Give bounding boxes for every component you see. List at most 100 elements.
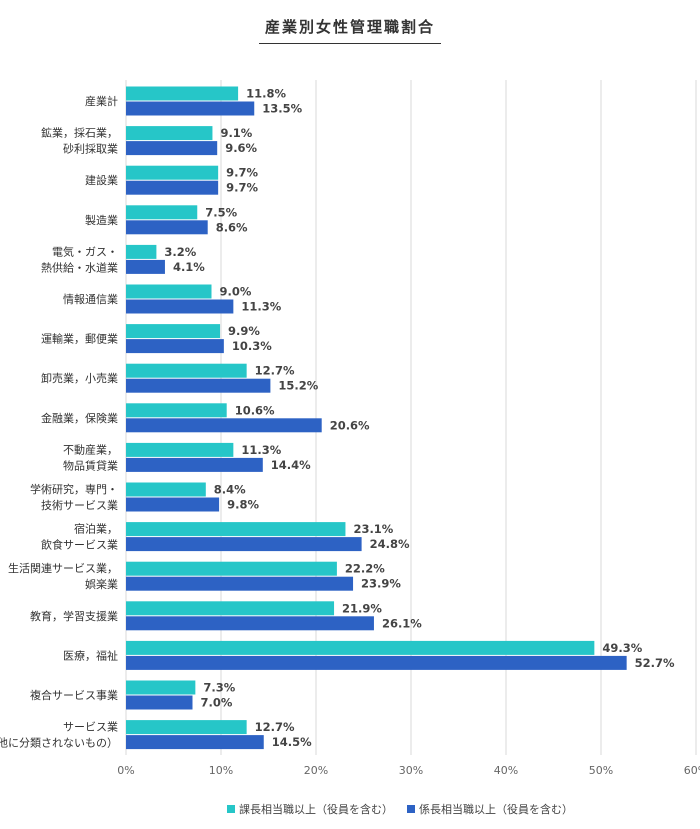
category-label: 技術サービス業: [41, 499, 118, 512]
data-label: 9.7%: [226, 166, 258, 180]
bar: [126, 497, 220, 512]
category-label: 生活関連サービス業，: [8, 561, 118, 575]
bar: [126, 695, 193, 710]
data-label: 52.7%: [635, 656, 675, 670]
data-label: 49.3%: [602, 641, 642, 655]
bar: [126, 616, 374, 631]
bar: [126, 418, 322, 433]
legend-label: 課長相当職以上（役員を含む）: [239, 802, 393, 816]
data-label: 10.3%: [232, 339, 272, 353]
x-tick-label: 40%: [494, 764, 518, 777]
x-tick-label: 20%: [304, 764, 328, 777]
category-label: （他に分類されないもの）: [0, 737, 118, 750]
data-label: 14.5%: [272, 735, 312, 749]
legend-label: 係長相当職以上（役員を含む）: [419, 802, 573, 816]
category-label: 砂利採取業: [63, 142, 118, 156]
bar: [126, 141, 218, 156]
bar: [126, 601, 335, 616]
data-label: 13.5%: [262, 102, 302, 116]
bar: [126, 457, 263, 472]
bar: [126, 640, 595, 655]
category-label: 物品賃貸業: [63, 458, 118, 472]
bar: [126, 522, 346, 537]
bar: [126, 299, 234, 314]
category-label: 不動産業，: [63, 442, 118, 456]
chart-title: 産業別女性管理職割合: [0, 16, 700, 44]
chart-title-text: 産業別女性管理職割合: [258, 16, 441, 44]
data-label: 9.6%: [225, 141, 257, 155]
category-label: 教育，学習支援業: [30, 609, 118, 623]
bar: [126, 680, 196, 695]
category-label: 鉱業，採石業，: [41, 126, 118, 140]
bar: [126, 244, 157, 259]
data-label: 11.3%: [241, 300, 281, 314]
category-label: 製造業: [85, 213, 118, 227]
bar: [126, 537, 362, 552]
data-label: 3.2%: [164, 245, 196, 259]
data-label: 10.6%: [235, 403, 275, 417]
data-label: 8.6%: [216, 220, 248, 234]
data-label: 14.4%: [271, 458, 311, 472]
x-tick-label: 30%: [399, 764, 423, 777]
category-label: 卸売業，小売業: [41, 371, 118, 385]
bar: [126, 101, 255, 116]
legend-swatch: [227, 805, 235, 813]
data-label: 9.0%: [220, 285, 252, 299]
category-label: 学術研究，専門・: [30, 482, 118, 496]
data-label: 9.8%: [227, 498, 259, 512]
category-label: 熱供給・水道業: [41, 260, 118, 274]
bar: [126, 180, 219, 195]
bar: [126, 735, 264, 750]
bar: [126, 482, 206, 497]
data-label: 11.8%: [246, 87, 286, 101]
bar: [126, 205, 198, 220]
category-label: 複合サービス事業: [30, 688, 118, 702]
bar: [126, 324, 221, 339]
bar: [126, 86, 239, 101]
bar: [126, 378, 271, 393]
bar: [126, 165, 219, 180]
bar: [126, 561, 337, 576]
category-label: 電気・ガス・: [52, 244, 118, 258]
bar: [126, 339, 224, 354]
data-label: 15.2%: [278, 379, 318, 393]
data-label: 8.4%: [214, 483, 246, 497]
data-label: 21.9%: [342, 601, 382, 615]
x-tick-label: 50%: [589, 764, 613, 777]
data-label: 4.1%: [173, 260, 205, 274]
data-label: 24.8%: [370, 537, 410, 551]
bar: [126, 220, 208, 235]
category-label: 情報通信業: [63, 293, 118, 306]
bar: [126, 403, 227, 418]
data-label: 23.1%: [353, 522, 393, 536]
bar: [126, 576, 354, 591]
data-label: 20.6%: [330, 418, 370, 432]
data-label: 23.9%: [361, 577, 401, 591]
data-label: 22.2%: [345, 562, 385, 576]
legend-swatch: [407, 805, 415, 813]
bar: [126, 442, 234, 457]
bar: [126, 259, 165, 274]
data-label: 12.7%: [255, 720, 295, 734]
data-label: 12.7%: [255, 364, 295, 378]
category-label: 金融業，保険業: [41, 411, 118, 425]
x-tick-label: 0%: [117, 764, 134, 777]
data-label: 9.1%: [220, 126, 252, 140]
data-label: 9.7%: [226, 181, 258, 195]
bar: [126, 126, 213, 141]
x-tick-label: 60%: [684, 764, 700, 777]
category-label: 産業計: [85, 94, 118, 108]
data-label: 11.3%: [241, 443, 281, 457]
data-label: 7.0%: [201, 696, 233, 710]
category-label: 飲食サービス業: [41, 538, 118, 552]
data-label: 9.9%: [228, 324, 260, 338]
x-tick-label: 10%: [209, 764, 233, 777]
category-label: 宿泊業，: [74, 522, 118, 536]
data-label: 26.1%: [382, 616, 422, 630]
bar: [126, 720, 247, 735]
category-label: サービス業: [63, 721, 118, 734]
bar: [126, 284, 212, 299]
bar: [126, 363, 247, 378]
